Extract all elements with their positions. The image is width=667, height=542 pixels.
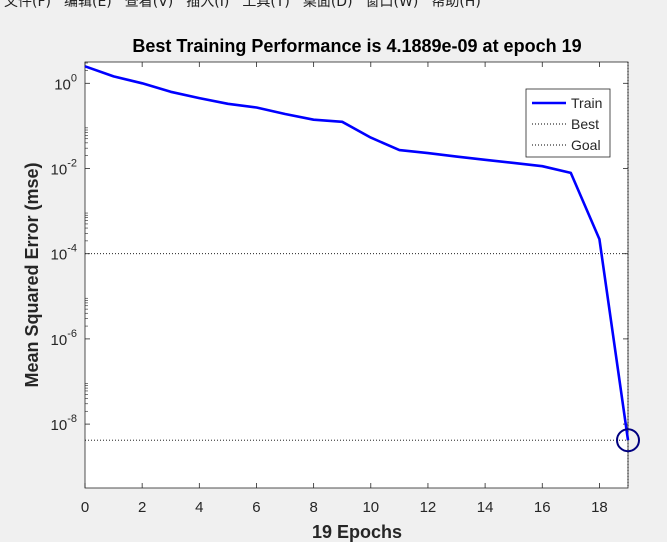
x-tick-label: 8 (309, 499, 317, 516)
y-tick-label: 10-4 (51, 243, 77, 264)
menu-bar: 文件(F) 编辑(E) 查看(V) 插入(I) 工具(T) 桌面(D) 窗口(W… (0, 0, 667, 11)
series-layer (84, 65, 640, 453)
train-line (84, 65, 630, 441)
x-tick-label: 18 (591, 499, 608, 516)
x-tick-label: 10 (362, 499, 379, 516)
menu-insert[interactable]: 插入(I) (186, 0, 230, 10)
y-axis-ticks: 100 10-2 10-4 10-6 10-8 (51, 62, 628, 434)
legend-label-best: Best (571, 116, 599, 132)
x-tick-label: 4 (195, 499, 203, 516)
figure-canvas: Best Training Performance is 4.1889e-09 … (0, 14, 667, 542)
legend-box (525, 88, 611, 158)
x-tick-label: 12 (420, 499, 437, 516)
best-point-marker (616, 428, 640, 453)
menu-window[interactable]: 窗口(W) (365, 0, 419, 10)
y-tick-label: 10-6 (51, 328, 77, 349)
legend-label-goal: Goal (571, 137, 601, 153)
x-tick-label: 6 (252, 499, 260, 516)
legend-label-train: Train (571, 95, 602, 111)
menu-edit[interactable]: 编辑(E) (63, 0, 112, 10)
performance-chart: Best Training Performance is 4.1889e-09 … (22, 36, 640, 542)
guide-lines (85, 62, 629, 488)
menu-view[interactable]: 查看(V) (124, 0, 174, 10)
x-axis-ticks: 0 2 4 6 8 10 12 14 16 18 (81, 62, 608, 516)
x-tick-label: 2 (138, 499, 146, 516)
y-tick-label: 10-8 (51, 413, 77, 434)
menu-help[interactable]: 帮助(H) (431, 0, 481, 10)
x-tick-label: 16 (534, 499, 551, 516)
y-axis-label: Mean Squared Error (mse) (22, 162, 42, 387)
legend[interactable]: Train Best Goal (525, 88, 611, 158)
x-axis-label: 19 Epochs (312, 522, 402, 542)
chart-title: Best Training Performance is 4.1889e-09 … (132, 36, 581, 56)
x-tick-label: 14 (477, 499, 494, 516)
menu-desktop[interactable]: 桌面(D) (302, 0, 353, 10)
menu-tools[interactable]: 工具(T) (242, 0, 290, 10)
y-tick-label: 100 (54, 72, 77, 93)
y-tick-label: 10-2 (51, 158, 77, 179)
menu-file[interactable]: 文件(F) (4, 0, 51, 10)
x-tick-label: 0 (81, 499, 89, 516)
